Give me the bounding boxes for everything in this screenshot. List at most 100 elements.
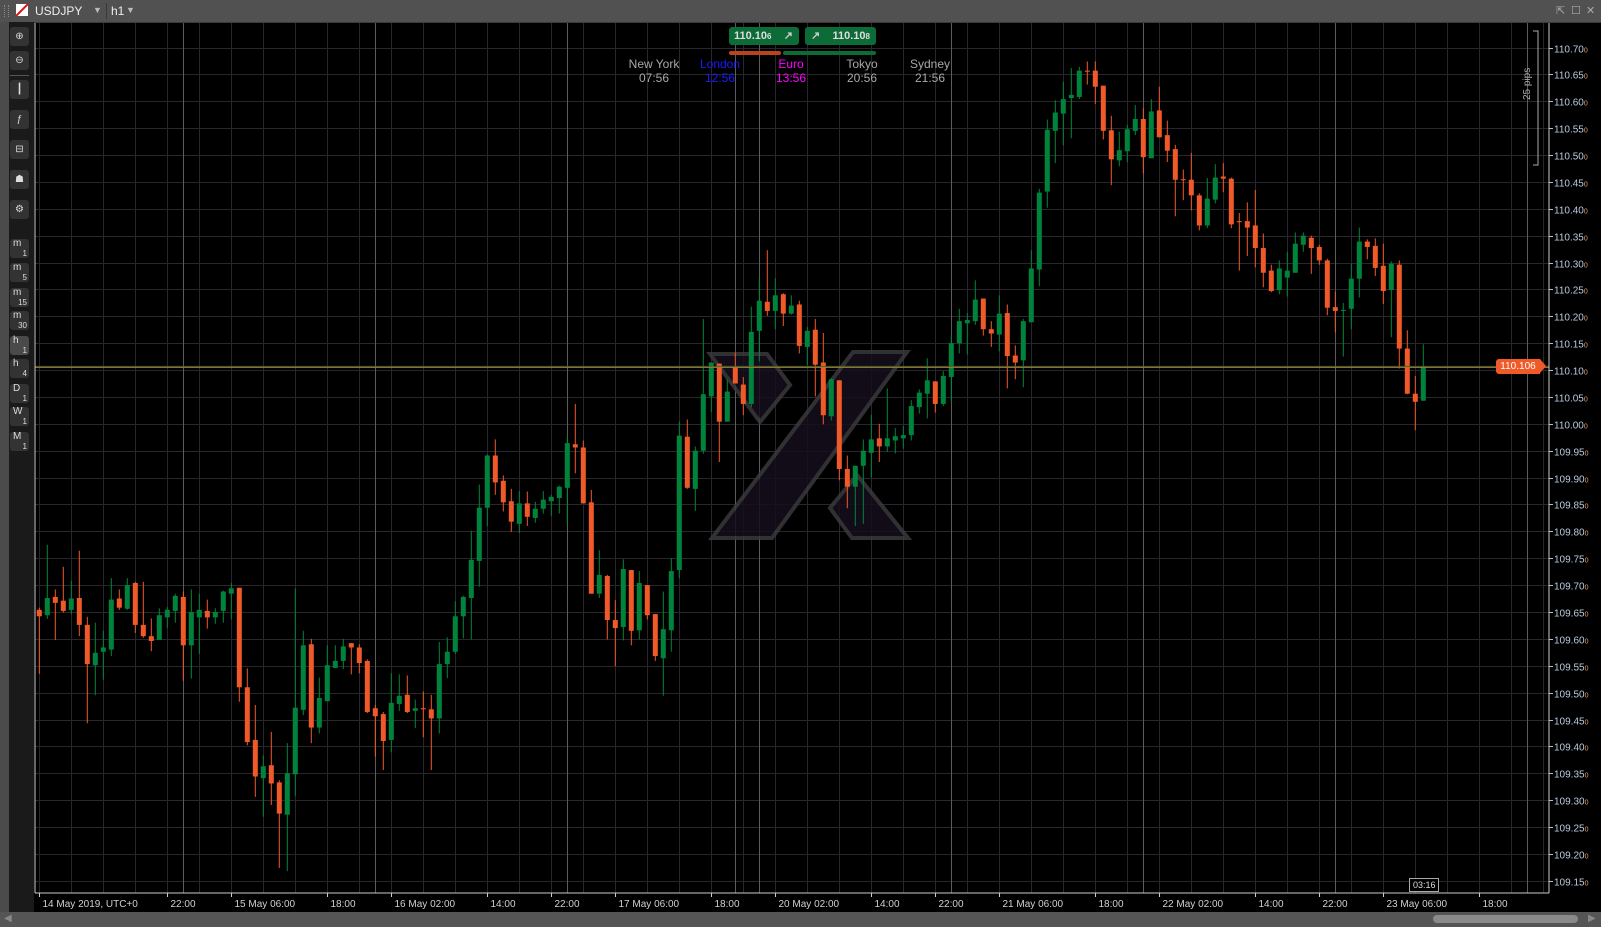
candle-body <box>1156 110 1162 138</box>
candle <box>844 455 850 509</box>
candle-body <box>812 329 818 365</box>
candle-body <box>140 624 146 637</box>
y-tick-label: 109.500 <box>1554 690 1589 701</box>
candle <box>116 589 122 610</box>
candle-body <box>1116 150 1122 161</box>
candle <box>876 423 882 462</box>
candle <box>884 388 890 452</box>
symbol-dropdown-icon[interactable]: ▼ <box>93 5 102 15</box>
y-tick-label: 109.950 <box>1554 448 1589 459</box>
session-name: London <box>699 57 741 71</box>
robot-icon[interactable]: ⊟ <box>10 140 29 159</box>
candle-body <box>868 439 874 453</box>
timeframe-dropdown-icon[interactable]: ▼ <box>126 5 135 15</box>
scrollbar-thumb[interactable] <box>1433 915 1578 923</box>
candle-body <box>404 694 410 712</box>
timeframe-button-m30[interactable]: m 30 <box>10 311 29 330</box>
x-tick-label: 20 May 02:00 <box>779 899 840 910</box>
maximize-icon[interactable]: ☐ <box>1571 5 1581 17</box>
candle <box>1276 260 1282 295</box>
candle <box>692 446 698 511</box>
candle <box>124 578 130 610</box>
y-tick-label: 109.600 <box>1554 636 1589 647</box>
candle-body <box>1332 307 1338 311</box>
candle <box>1084 61 1090 85</box>
candle-body <box>764 301 770 311</box>
detach-window-icon[interactable]: ⇱ <box>1556 5 1566 17</box>
candle-body <box>100 647 106 652</box>
candle <box>564 436 570 524</box>
candle <box>1268 264 1274 293</box>
candle <box>348 643 354 675</box>
candle <box>604 574 610 640</box>
symbol-selector[interactable]: USDJPY <box>35 4 83 18</box>
candle <box>1412 375 1418 431</box>
candle-body <box>1012 355 1018 363</box>
session-clock-euro: Euro 13:56 <box>776 57 806 85</box>
scroll-left-icon[interactable]: ◀ <box>4 913 12 924</box>
candle <box>996 295 1002 352</box>
timeframe-button-m15[interactable]: m 15 <box>10 288 29 307</box>
buy-button[interactable]: ↗ 110.108 <box>805 27 876 45</box>
chart-type-candles-icon[interactable]: ┃ <box>10 80 29 99</box>
y-tick-label: 110.400 <box>1554 206 1588 217</box>
sell-button[interactable]: 110.106 ↗ <box>729 27 799 45</box>
candle <box>716 363 722 462</box>
candle-body <box>388 702 394 740</box>
x-tick-label: 14:00 <box>491 899 516 910</box>
zoom-out-icon[interactable]: ⊖ <box>10 51 29 70</box>
candle <box>1116 131 1122 167</box>
drag-handle[interactable] <box>4 5 9 17</box>
chart-settings-icon[interactable]: ⚙ <box>10 200 29 219</box>
y-tick-label: 110.100 <box>1554 367 1588 378</box>
candle <box>148 618 154 652</box>
x-tick-label: 23 May 06:00 <box>1387 899 1448 910</box>
close-icon[interactable]: ✕ <box>1586 5 1596 17</box>
zoom-in-icon[interactable]: ⊕ <box>10 27 29 46</box>
candle-body <box>284 773 290 815</box>
candle <box>484 454 490 526</box>
arrow-up-right-icon: ↗ <box>811 30 821 42</box>
candle <box>1332 291 1338 333</box>
candle <box>476 484 482 587</box>
candle <box>1364 239 1370 260</box>
current-price-tag: 110.106 <box>1496 359 1546 375</box>
timeframe-selector[interactable]: h1 <box>111 4 125 18</box>
horizontal-scrollbar[interactable]: ◀ ▶ <box>0 912 1601 927</box>
candle <box>852 465 858 526</box>
candle <box>956 308 962 354</box>
candle-body <box>772 295 778 311</box>
buy-sentiment-bar <box>783 51 876 55</box>
candle <box>636 571 642 640</box>
y-tick-label: 110.200 <box>1554 313 1588 324</box>
candle <box>1292 232 1298 273</box>
candle-body <box>1236 221 1242 223</box>
candle <box>428 694 434 771</box>
candle-body <box>1404 348 1410 394</box>
scroll-right-icon[interactable]: ▶ <box>1588 913 1596 924</box>
candle <box>1148 99 1154 159</box>
candle-body <box>180 596 186 646</box>
candle-body <box>876 438 882 447</box>
candle-body <box>732 367 738 384</box>
y-tick-label: 109.900 <box>1554 475 1589 486</box>
candle-body <box>596 574 602 594</box>
candle <box>1220 163 1226 193</box>
indicators-icon[interactable]: ƒ <box>10 110 29 129</box>
candle <box>540 491 546 514</box>
toolbar-divider <box>10 75 29 76</box>
candle-body <box>364 660 370 712</box>
user-template-icon[interactable]: ☗ <box>10 170 29 189</box>
candle-body <box>340 646 346 661</box>
timeframe-unit: m <box>13 238 22 249</box>
candle-body <box>1164 135 1170 151</box>
sell-sentiment-bar <box>729 51 781 55</box>
